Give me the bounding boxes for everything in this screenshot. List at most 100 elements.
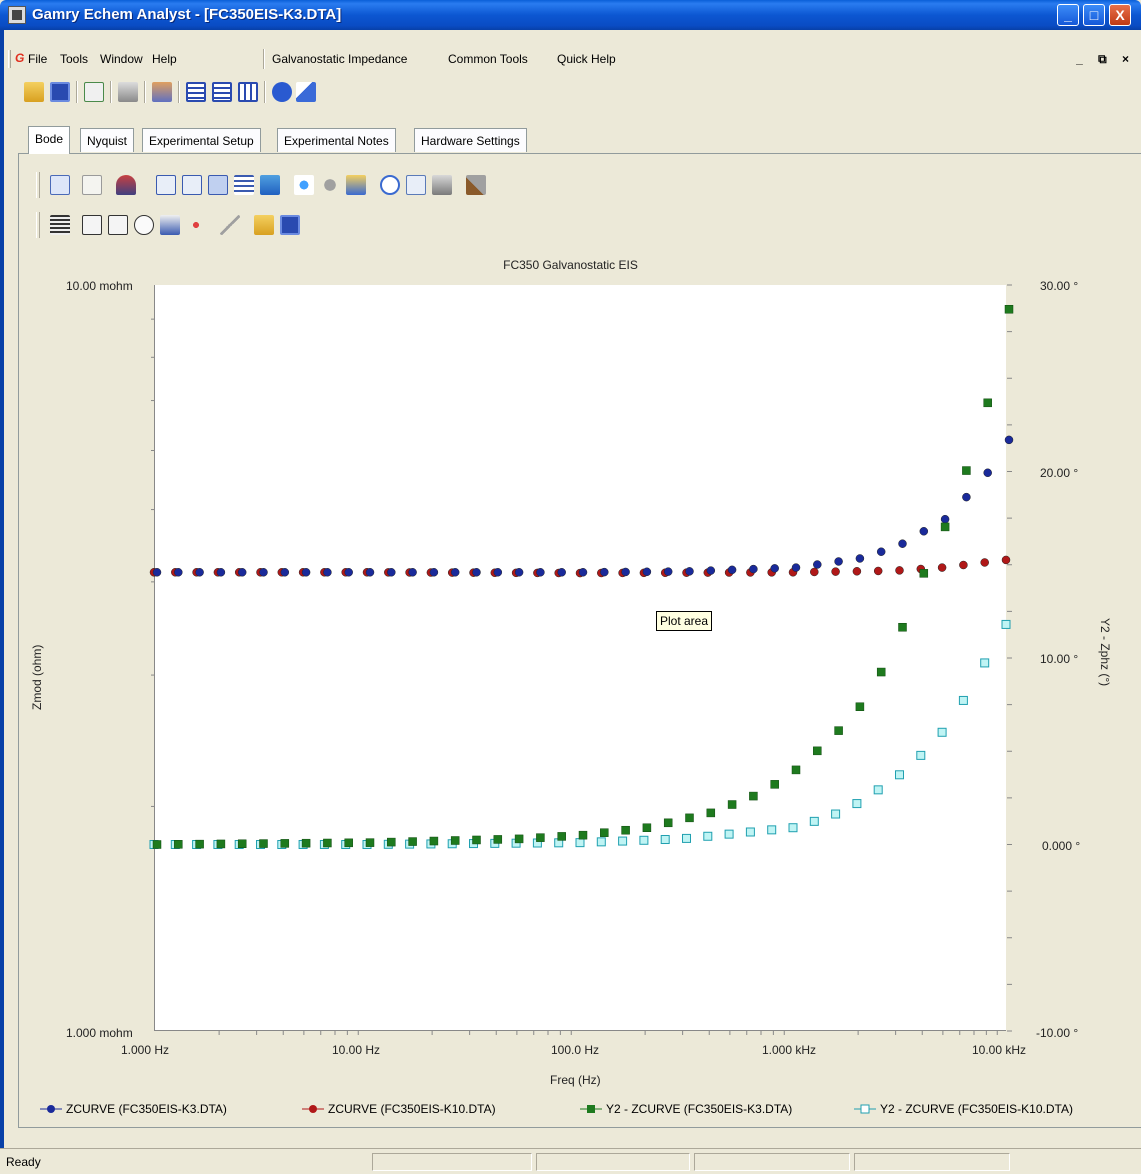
tile-vertical-icon[interactable]: [238, 82, 258, 102]
legend-item-y2-k3[interactable]: Y2 - ZCURVE (FC350EIS-K3.DTA): [580, 1102, 792, 1116]
3d-view-icon[interactable]: [294, 175, 314, 195]
y2-tick-label: -10.00 °: [1036, 1026, 1079, 1040]
menu-quick-help[interactable]: Quick Help: [557, 52, 616, 66]
menu-common-tools[interactable]: Common Tools: [448, 52, 528, 66]
data-point: [174, 568, 183, 577]
status-pane: [694, 1153, 850, 1171]
grid-icon[interactable]: [234, 175, 254, 195]
zoom-extents-icon[interactable]: [346, 175, 366, 195]
tab-bode[interactable]: Bode: [28, 126, 71, 154]
warning-icon[interactable]: [220, 215, 240, 235]
data-point: [791, 765, 801, 775]
menu-help[interactable]: Help: [152, 52, 177, 66]
chart-legend[interactable]: ZCURVE (FC350EIS-K3.DTA) ZCURVE (FC350EI…: [36, 1100, 1116, 1122]
plot-svg: [149, 284, 1014, 1035]
data-point: [962, 466, 971, 475]
select-y-icon[interactable]: [108, 215, 128, 235]
legend-item-zcurve-k10[interactable]: ZCURVE (FC350EIS-K10.DTA): [302, 1102, 496, 1116]
close-button[interactable]: X: [1109, 4, 1131, 26]
status-bar: Ready: [0, 1148, 1141, 1174]
help-icon[interactable]: [272, 82, 292, 102]
print-icon[interactable]: [118, 82, 138, 102]
data-point: [557, 568, 566, 577]
data-point: [810, 567, 819, 577]
data-point: [937, 727, 947, 737]
copy-icon[interactable]: [50, 175, 70, 195]
data-point: [237, 839, 247, 849]
tab-hardware-settings[interactable]: Hardware Settings: [414, 128, 527, 152]
new-chart-icon[interactable]: [84, 82, 104, 102]
data-point: [642, 823, 652, 832]
legend-label: ZCURVE (FC350EIS-K3.DTA): [66, 1102, 227, 1116]
data-point: [365, 568, 375, 577]
y2-axis-title: Y2 - Zphz (°): [1098, 618, 1112, 687]
data-point: [578, 568, 588, 577]
data-point: [980, 558, 989, 567]
data-point: [152, 840, 162, 849]
minimize-button[interactable]: _: [1057, 4, 1079, 26]
cascade-icon[interactable]: [212, 82, 232, 102]
data-editor-icon[interactable]: [156, 175, 176, 195]
data-point: [770, 780, 779, 789]
open-data-icon[interactable]: [254, 215, 274, 235]
legend-label: Y2 - ZCURVE (FC350EIS-K3.DTA): [606, 1102, 793, 1116]
toolbar-icon[interactable]: [260, 175, 280, 195]
legend-item-y2-k10[interactable]: Y2 - ZCURVE (FC350EIS-K10.DTA): [854, 1102, 1073, 1116]
data-point: [831, 809, 841, 819]
experiment-icon[interactable]: [152, 82, 172, 102]
data-point: [387, 837, 396, 847]
data-table-icon[interactable]: [50, 215, 70, 235]
select-x-icon[interactable]: [82, 215, 102, 235]
mdi-window-controls[interactable]: _ ⧉ ×: [1076, 52, 1135, 66]
data-point: [450, 568, 460, 577]
toolbar-grip[interactable]: [36, 212, 40, 238]
data-point: [429, 568, 439, 577]
data-point: [916, 750, 926, 760]
rotate-icon[interactable]: [320, 175, 340, 195]
menu-galvanostatic-impedance[interactable]: Galvanostatic Impedance: [272, 52, 408, 66]
cursor-icon[interactable]: [134, 215, 154, 235]
print-chart-icon[interactable]: [432, 175, 452, 195]
y-tick-label: 1.000 mohm: [66, 1026, 133, 1040]
tile-horizontal-icon[interactable]: [186, 82, 206, 102]
tab-experimental-setup[interactable]: Experimental Setup: [142, 128, 261, 152]
data-point: [639, 835, 649, 845]
toolbar-grip[interactable]: [36, 172, 40, 198]
open-folder-icon[interactable]: [24, 82, 44, 102]
data-point: [216, 568, 226, 577]
menu-tools[interactable]: Tools: [60, 52, 89, 66]
tab-nyquist[interactable]: Nyquist: [80, 128, 135, 152]
title-bar[interactable]: Gamry Echem Analyst - [FC350EIS-K3.DTA] …: [0, 0, 1141, 30]
data-point: [514, 834, 524, 844]
menu-file[interactable]: File: [28, 52, 48, 66]
status-pane: [854, 1153, 1010, 1171]
save-data-icon[interactable]: [280, 215, 300, 235]
data-point: [876, 547, 886, 556]
menu-grip[interactable]: [8, 50, 11, 68]
zoom-icon[interactable]: [380, 175, 400, 195]
point-icon[interactable]: [186, 215, 206, 235]
legend-label: Y2 - ZCURVE (FC350EIS-K10.DTA): [880, 1102, 1073, 1116]
menu-window[interactable]: Window: [100, 52, 143, 66]
legend-item-zcurve-k3[interactable]: ZCURVE (FC350EIS-K3.DTA): [40, 1102, 227, 1116]
plot-area[interactable]: [149, 284, 1014, 1035]
properties-icon[interactable]: [466, 175, 486, 195]
data-point: [1004, 435, 1014, 445]
whats-this-icon[interactable]: [296, 82, 316, 102]
color-fill-icon[interactable]: [116, 175, 136, 195]
legend-icon[interactable]: [182, 175, 202, 195]
baseline-icon[interactable]: [160, 215, 180, 235]
save-icon[interactable]: [50, 82, 70, 102]
document-icon[interactable]: G: [15, 51, 25, 65]
tab-experimental-notes[interactable]: Experimental Notes: [277, 128, 396, 152]
print-preview-icon[interactable]: [406, 175, 426, 195]
data-point: [873, 566, 883, 576]
data-point: [831, 567, 840, 576]
legend-toggle-icon[interactable]: [208, 175, 228, 195]
data-point: [301, 568, 311, 577]
maximize-button[interactable]: □: [1083, 4, 1105, 26]
chart-type-icon[interactable]: [82, 175, 102, 195]
app-icon[interactable]: [8, 6, 26, 24]
data-point: [940, 514, 950, 524]
data-point: [791, 563, 801, 572]
